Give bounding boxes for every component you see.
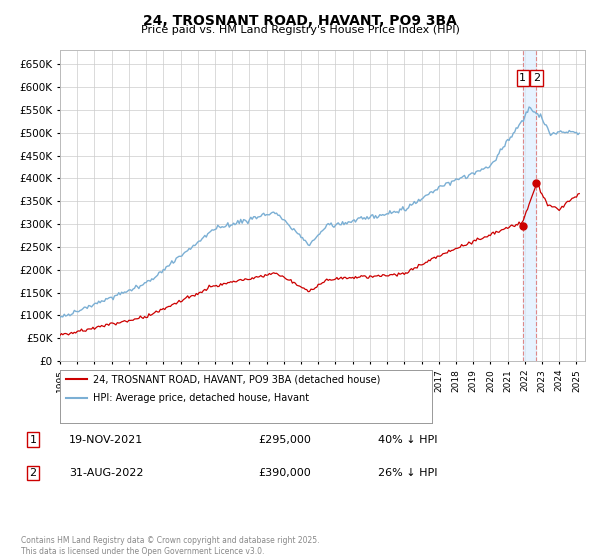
- Text: HPI: Average price, detached house, Havant: HPI: Average price, detached house, Hava…: [93, 393, 309, 403]
- Text: Price paid vs. HM Land Registry's House Price Index (HPI): Price paid vs. HM Land Registry's House …: [140, 25, 460, 35]
- Text: 26% ↓ HPI: 26% ↓ HPI: [378, 468, 437, 478]
- Text: 19-NOV-2021: 19-NOV-2021: [69, 435, 143, 445]
- Text: £390,000: £390,000: [258, 468, 311, 478]
- Text: 2: 2: [29, 468, 37, 478]
- Text: 31-AUG-2022: 31-AUG-2022: [69, 468, 143, 478]
- Text: 24, TROSNANT ROAD, HAVANT, PO9 3BA (detached house): 24, TROSNANT ROAD, HAVANT, PO9 3BA (deta…: [93, 374, 380, 384]
- Text: 40% ↓ HPI: 40% ↓ HPI: [378, 435, 437, 445]
- Text: 24, TROSNANT ROAD, HAVANT, PO9 3BA: 24, TROSNANT ROAD, HAVANT, PO9 3BA: [143, 14, 457, 28]
- Text: 1: 1: [519, 73, 526, 83]
- Text: 2: 2: [533, 73, 540, 83]
- Text: Contains HM Land Registry data © Crown copyright and database right 2025.
This d: Contains HM Land Registry data © Crown c…: [21, 536, 320, 556]
- Text: £295,000: £295,000: [258, 435, 311, 445]
- Text: 1: 1: [29, 435, 37, 445]
- Bar: [523, 50, 536, 361]
